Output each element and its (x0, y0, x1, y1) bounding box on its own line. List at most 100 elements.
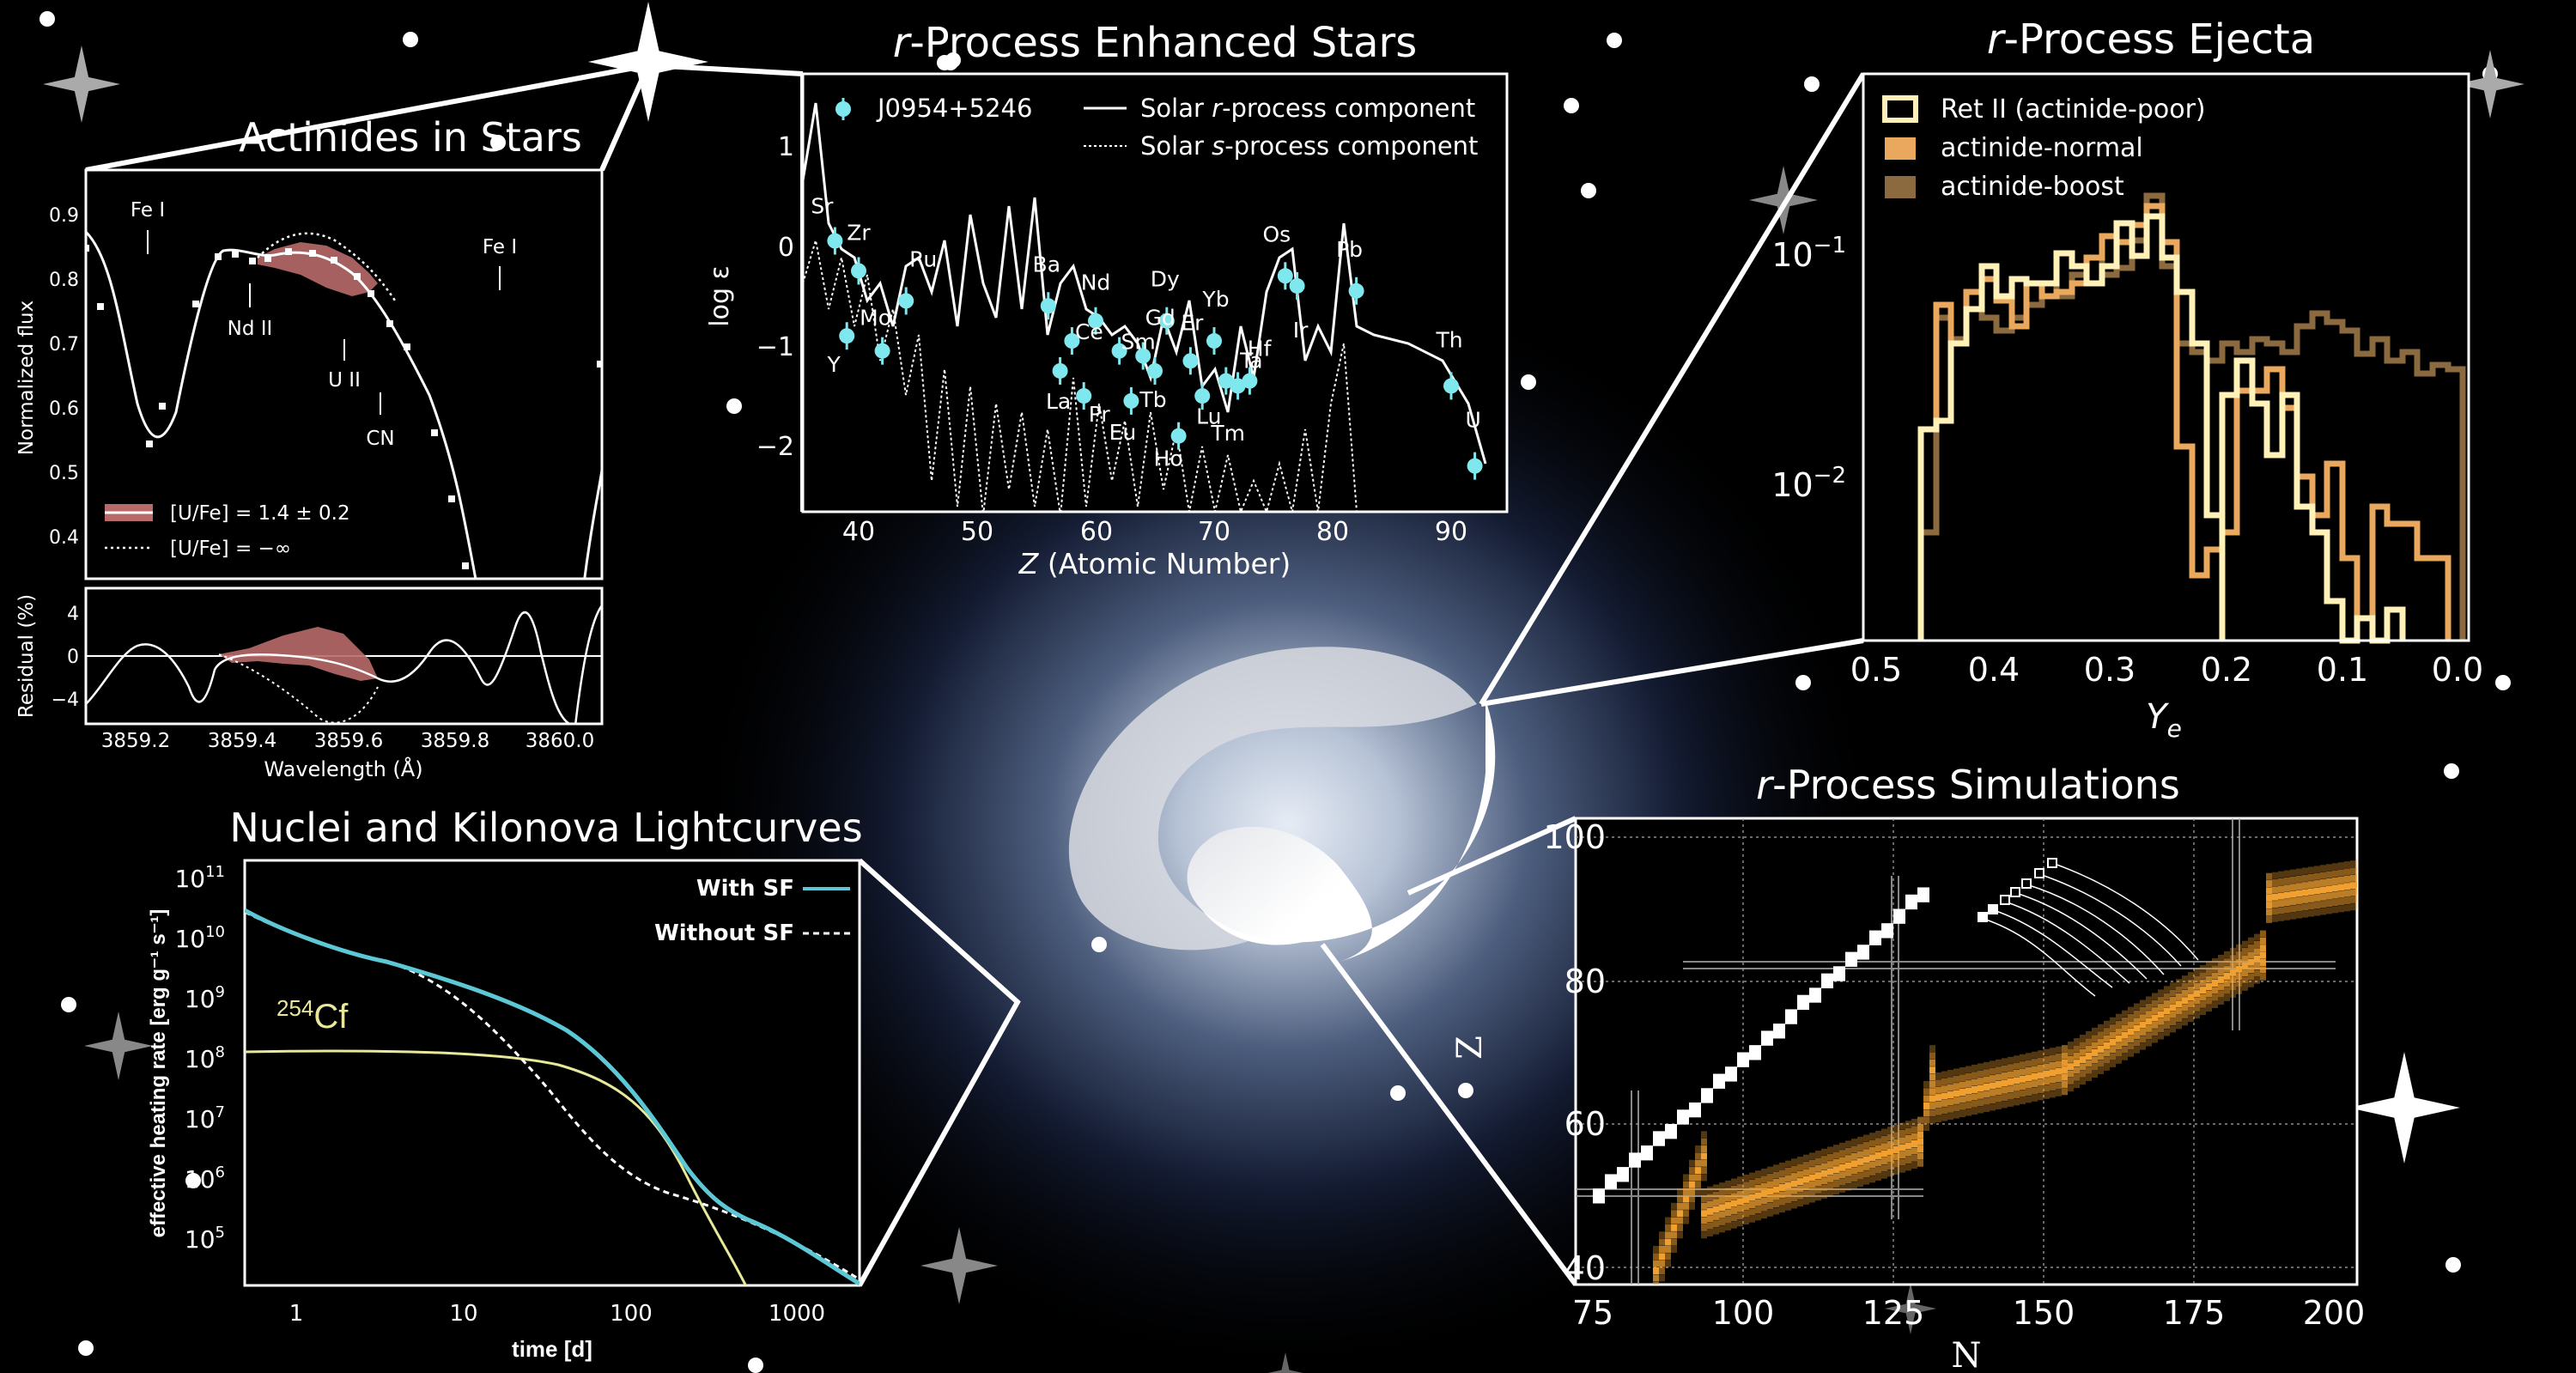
rprocess-nucleus (1875, 1145, 1881, 1152)
rprocess-nucleus (2128, 1013, 2134, 1021)
rprocess-nucleus (1731, 1185, 1737, 1193)
rprocess-nucleus (1773, 1186, 1779, 1194)
rprocess-nucleus (1893, 1153, 1899, 1161)
rprocess-nucleus (1671, 1217, 1677, 1224)
rprocess-nucleus (2128, 1021, 2134, 1029)
stable-nucleus (1737, 1052, 1749, 1060)
rprocess-nucleus (2050, 1054, 2056, 1062)
rprocess-nucleus (2182, 975, 2188, 983)
star-dot (1521, 374, 1536, 390)
rprocess-nucleus (1935, 1101, 1941, 1109)
svg-text:3859.2: 3859.2 (101, 730, 170, 752)
svg-text:60: 60 (1564, 1105, 1606, 1143)
element-label-sm: Sm (1121, 330, 1155, 355)
rprocess-nucleus (1665, 1224, 1671, 1231)
rprocess-nucleus (2170, 982, 2176, 990)
rprocess-nucleus (2224, 993, 2230, 1001)
rprocess-nucleus (2104, 1020, 2110, 1028)
rprocess-nucleus (1851, 1167, 1857, 1175)
rprocess-nucleus (1851, 1174, 1857, 1182)
rprocess-nucleus (1881, 1143, 1887, 1151)
rprocess-nucleus (2212, 972, 2218, 980)
rprocess-nucleus (2098, 1053, 2104, 1060)
rprocess-nucleus (2050, 1069, 2056, 1077)
rprocess-nucleus (2260, 973, 2266, 981)
rprocess-nucleus (1929, 1088, 1935, 1096)
rprocess-nucleus (1689, 1167, 1695, 1175)
rprocess-nucleus (2320, 908, 2326, 915)
rprocess-nucleus (1893, 1124, 1899, 1132)
kilonova-yticks: 1011 1010 109 108 107 106 105 (174, 863, 225, 1254)
rprocess-nucleus (1899, 1165, 1905, 1173)
svg-text:0.1: 0.1 (2317, 651, 2368, 689)
rprocess-nucleus (1755, 1184, 1761, 1192)
svg-text:3860.0: 3860.0 (526, 730, 594, 752)
rprocess-nucleus (2020, 1090, 2026, 1097)
rprocess-nucleus (2008, 1071, 2014, 1078)
rprocess-nucleus (1701, 1145, 1707, 1153)
rprocess-nucleus (2290, 897, 2296, 905)
rprocess-nucleus (2074, 1045, 2080, 1053)
rprocess-nucleus (1677, 1231, 1683, 1239)
rprocess-nucleus (1773, 1207, 1779, 1215)
rprocess-yticks: 1 0 −1 −2 (756, 132, 794, 462)
rprocess-nucleus (1737, 1219, 1743, 1227)
rprocess-nucleus (2338, 869, 2344, 877)
rprocess-nucleus (2242, 976, 2248, 984)
rprocess-nucleus (2086, 1045, 2092, 1053)
ejecta-xticks: 0.5 0.4 0.3 0.2 0.1 0.0 (1850, 651, 2483, 689)
rprocess-nucleus (1833, 1145, 1839, 1152)
svg-text:1000: 1000 (769, 1301, 825, 1327)
rprocess-nucleus (1725, 1216, 1731, 1224)
rprocess-nucleus (1971, 1072, 1978, 1079)
stable-nucleus (1809, 994, 1821, 1003)
rprocess-nucleus (2206, 961, 2212, 969)
rprocess-nucleus (2344, 896, 2350, 904)
rprocess-nucleus (2338, 884, 2344, 891)
rprocess-nucleus (2044, 1056, 2050, 1064)
rprocess-nucleus (1815, 1186, 1821, 1194)
rprocess-nucleus (2020, 1075, 2026, 1083)
rprocess-nucleus (1695, 1181, 1701, 1188)
star-dot (748, 1358, 763, 1373)
element-label-ce: Ce (1075, 319, 1103, 344)
rprocess-nucleus (1839, 1171, 1845, 1179)
stable-nucleus (1665, 1131, 1677, 1139)
rprocess-nucleus (1689, 1159, 1695, 1167)
rprocess-nucleus (1749, 1215, 1755, 1223)
rprocess-nucleus (2098, 1045, 2104, 1053)
rprocess-nucleus (2080, 1078, 2086, 1085)
label-nd2: Nd II (228, 318, 273, 340)
rprocess-nucleus (2050, 1048, 2056, 1055)
rprocess-nucleus (1935, 1072, 1941, 1080)
rprocess-nucleus (1821, 1148, 1827, 1156)
rprocess-nucleus (1929, 1073, 1935, 1081)
rprocess-nucleus (2308, 888, 2314, 896)
rprocess-nucleus (2278, 914, 2284, 921)
rprocess-nucleus (1971, 1078, 1978, 1086)
rprocess-nucleus (1978, 1091, 1984, 1099)
rprocess-nucleus (2362, 880, 2368, 887)
rprocess-nucleus (1743, 1182, 1749, 1189)
rprocess-nucleus (1767, 1188, 1773, 1195)
element-label-gd: Gd (1145, 306, 1176, 331)
rprocess-nucleus (2014, 1055, 2020, 1063)
rprocess-nucleus (2014, 1084, 2020, 1091)
rprocess-nucleus (2254, 955, 2260, 963)
abundance-point (827, 233, 843, 249)
rprocess-nucleus (1917, 1116, 1923, 1124)
rprocess-nucleus (2242, 948, 2248, 956)
rprocess-nucleus (1779, 1206, 1785, 1213)
rprocess-nucleus (1996, 1066, 2002, 1074)
rprocess-nucleus (1653, 1274, 1659, 1282)
stable-nucleus (1713, 1080, 1725, 1089)
svg-text:80: 80 (1316, 517, 1349, 547)
element-label-hf: Hf (1248, 336, 1273, 361)
rprocess-nucleus (1899, 1122, 1905, 1130)
rprocess-nucleus (2086, 1066, 2092, 1074)
rprocess-nucleus (1839, 1178, 1845, 1186)
rprocess-nucleus (2290, 876, 2296, 884)
rprocess-nucleus (1881, 1164, 1887, 1172)
rprocess-nucleus (1791, 1187, 1797, 1194)
rprocess-nucleus (1791, 1173, 1797, 1181)
